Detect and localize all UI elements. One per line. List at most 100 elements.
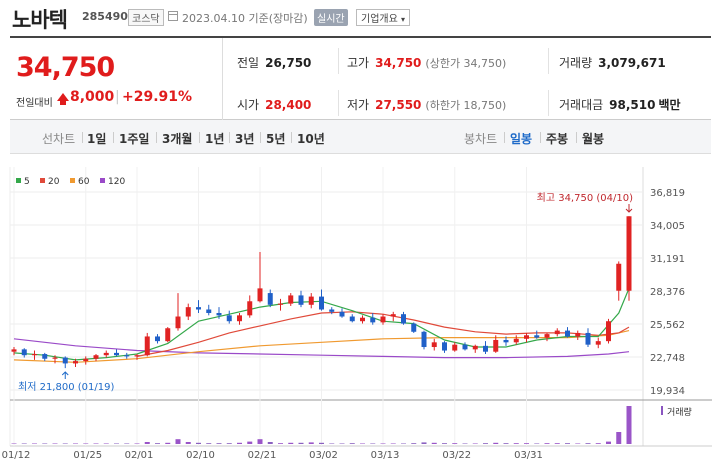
candle-body <box>134 355 140 357</box>
legend-label: 20 <box>48 177 60 187</box>
volume-bar <box>544 443 550 444</box>
monthly-candle-tab[interactable]: 월봉 <box>582 132 605 146</box>
volume-bar <box>360 443 365 444</box>
amount-unit: 백만 <box>658 98 681 112</box>
volume-bar <box>124 443 130 444</box>
candle-body <box>431 342 437 348</box>
candle-body <box>349 316 355 322</box>
volume-bar <box>565 443 570 444</box>
volume-bar <box>298 442 304 444</box>
volume-bar <box>247 441 253 444</box>
volume-bar <box>308 442 314 444</box>
y-tick-label: 25,562 <box>650 320 685 331</box>
up-arrow-icon <box>57 93 69 105</box>
candle-body <box>483 345 488 352</box>
candle-body <box>237 315 242 322</box>
legend-swatch <box>40 178 45 183</box>
legend-swatch <box>70 178 75 183</box>
volume-bar <box>380 443 386 444</box>
y-tick-label: 36,819 <box>650 188 685 199</box>
current-price: 34,750 <box>16 52 115 83</box>
ma120-line <box>13 338 630 359</box>
current-price-box: 34,750 전일대비 8,000 | +29.91% <box>10 38 223 120</box>
period-1y-tab[interactable]: 1년 <box>205 132 225 146</box>
period-5y-tab[interactable]: 5년 <box>266 132 286 146</box>
amount-label: 거래대금 <box>559 98 604 112</box>
realtime-button[interactable]: 실시간 <box>314 9 348 26</box>
y-tick-label: 22,748 <box>650 353 685 364</box>
diff-value: 8,000 <box>70 89 115 105</box>
volume-bar <box>616 432 622 444</box>
divider <box>82 132 83 143</box>
candle-body <box>360 317 365 322</box>
period-1w-tab[interactable]: 1주일 <box>119 132 150 146</box>
divider <box>291 132 292 143</box>
volume-bar <box>21 443 27 444</box>
divider <box>229 132 230 143</box>
candle-body <box>308 296 314 305</box>
candle-body <box>493 339 499 352</box>
high-label: 고가 <box>347 56 370 70</box>
volume-bar <box>52 443 58 444</box>
candle-body <box>401 314 406 324</box>
candle-body <box>52 357 58 359</box>
divider <box>548 90 549 116</box>
volume-bar <box>216 443 222 444</box>
price-summary: 34,750 전일대비 8,000 | +29.91% 전일 26,750 고가 3… <box>10 36 711 120</box>
volume-label: 거래량 <box>667 406 692 418</box>
candle-body <box>93 355 99 359</box>
volume-bar <box>185 442 191 444</box>
low-stat: 저가 27,550 (하한가 18,750) <box>347 96 506 113</box>
candle-body <box>585 332 591 345</box>
volume-label: 거래량 <box>559 56 593 70</box>
prev-close-value: 26,750 <box>265 56 312 70</box>
candlestick-chart[interactable]: 36,819 34,005 31,191 28,376 25,562 22,748 19,9… <box>0 160 712 466</box>
divider <box>260 132 261 143</box>
period-1d-tab[interactable]: 1일 <box>87 132 107 146</box>
volume-bar <box>626 406 632 444</box>
candle-chart-tab[interactable]: 봉차트 <box>464 132 498 146</box>
calendar-icon <box>168 11 178 21</box>
candle-body <box>257 288 263 302</box>
prev-close-label: 전일 <box>237 56 260 70</box>
price-chart-area[interactable]: 36,819 34,005 31,191 28,376 25,562 22,748 19,9… <box>0 160 712 466</box>
candle-body <box>442 342 447 351</box>
volume-bar <box>155 443 160 444</box>
candle-body <box>114 352 119 356</box>
amount-value: 98,510 <box>609 98 656 112</box>
candle-body <box>278 303 283 305</box>
candle-body <box>267 293 273 305</box>
market-badge: 코스닥 <box>128 9 164 26</box>
period-10y-tab[interactable]: 10년 <box>297 132 325 146</box>
x-tick-label: 03/22 <box>442 450 471 461</box>
prev-close-stat: 전일 26,750 <box>237 54 311 71</box>
volume-bar <box>462 443 468 444</box>
candle-body <box>411 323 417 332</box>
divider <box>576 132 577 143</box>
period-3y-tab[interactable]: 3년 <box>235 132 255 146</box>
candle-body <box>390 314 396 317</box>
candle-body <box>185 307 191 317</box>
candle-body <box>370 317 376 323</box>
legend-label: 60 <box>78 177 90 187</box>
candle-body <box>83 358 89 362</box>
line-chart-tab[interactable]: 선차트 <box>42 132 76 146</box>
weekly-candle-tab[interactable]: 주봉 <box>546 132 569 146</box>
candle-body <box>565 330 570 337</box>
daily-candle-tab[interactable]: 일봉 <box>510 132 533 146</box>
candle-body <box>606 321 611 342</box>
divider <box>338 90 339 116</box>
volume-bar <box>370 443 376 444</box>
open-value: 28,400 <box>265 98 312 112</box>
high-arrow-icon <box>625 204 633 213</box>
volume-bar <box>267 442 273 444</box>
candle-body <box>575 332 581 337</box>
x-tick-label: 02/10 <box>186 450 215 461</box>
x-tick-label: 02/01 <box>125 450 154 461</box>
volume-bar <box>278 443 283 444</box>
company-overview-button[interactable]: 기업개요 ▾ <box>356 9 411 26</box>
volume-bar <box>595 443 601 444</box>
x-tick-label: 01/12 <box>2 450 31 461</box>
period-3m-tab[interactable]: 3개월 <box>162 132 193 146</box>
candle-body <box>534 335 540 338</box>
